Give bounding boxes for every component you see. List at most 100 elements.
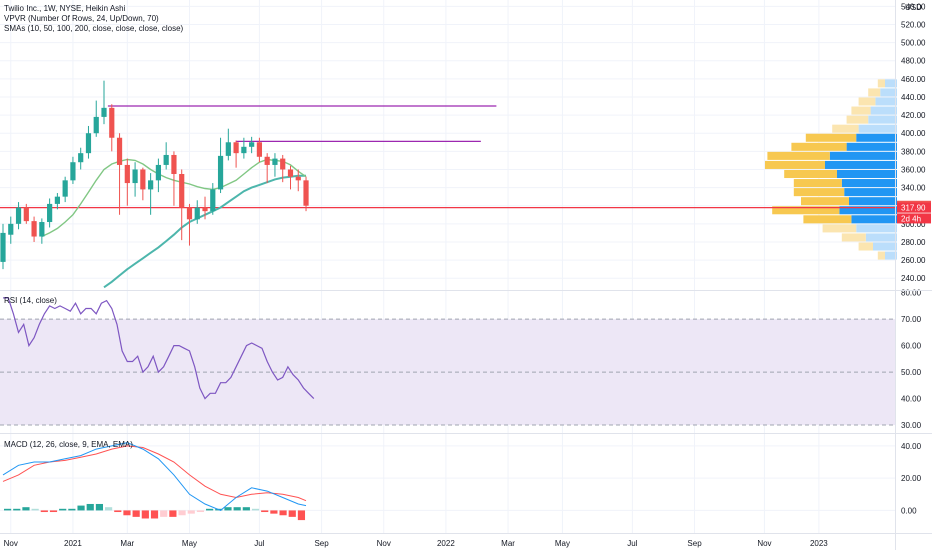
volume-profile-down-bar (868, 115, 897, 124)
candle-body (0, 232, 6, 262)
price-tick-label: 380.00 (901, 147, 926, 156)
volume-profile-down-bar (858, 124, 897, 133)
price-tick-label: 440.00 (901, 93, 926, 102)
macd-histogram-bar (4, 508, 12, 511)
macd-tick-label: 0.00 (901, 506, 917, 515)
price-tick-label: 520.00 (901, 20, 926, 29)
macd-histogram-bar (297, 510, 306, 521)
volume-profile-up-bar (851, 106, 871, 115)
volume-profile-up-bar (858, 242, 873, 251)
macd-signal-line (2, 445, 307, 502)
rsi-line (3, 297, 315, 400)
currency-label: USD (905, 3, 922, 12)
candle-body (31, 221, 37, 237)
volume-profile-up-bar (803, 215, 852, 224)
candle-body (264, 156, 270, 165)
macd-tick-label: 40.00 (901, 442, 922, 451)
candle-body (194, 207, 200, 220)
rsi-tick-label: 60.00 (901, 342, 922, 351)
macd-pane[interactable]: 0.00 20.00 40.00 (0, 433, 922, 533)
price-tick-label: 280.00 (901, 238, 926, 247)
candle-body (15, 207, 22, 224)
candle-body (179, 174, 185, 208)
macd-histogram-bar (196, 510, 205, 513)
volume-profile-up-bar (868, 88, 881, 97)
volume-profile-up-bar (784, 169, 837, 179)
candle-body (295, 176, 301, 181)
volume-profile-up-bar (791, 142, 847, 151)
price-tick-label: 360.00 (901, 165, 926, 174)
time-tick-label: 2023 (810, 539, 828, 548)
sma-title[interactable]: SMAs (10, 50, 100, 200, close, close, cl… (4, 24, 184, 33)
time-tick-label: Sep (687, 539, 702, 548)
candle-body (186, 207, 193, 220)
volume-profile-up-bar (858, 97, 876, 106)
candle-body (287, 169, 294, 177)
candle-body (140, 169, 146, 190)
candle-body (62, 180, 68, 197)
macd-histogram-bar (123, 510, 131, 516)
volume-profile-down-bar (865, 233, 897, 242)
macd-histogram-bar (261, 510, 269, 513)
macd-histogram-bar (178, 510, 186, 516)
macd-histogram-bar (206, 508, 214, 511)
rsi-title[interactable]: RSI (14, close) (4, 296, 57, 305)
volume-profile-down-bar (839, 206, 897, 215)
candle-body (256, 142, 263, 157)
volume-profile-up-bar (772, 206, 840, 215)
candle-body (116, 137, 123, 165)
vpvr-title[interactable]: VPVR (Number Of Rows, 24, Up/Down, 70) (4, 14, 159, 23)
price-tick-label: 300.00 (901, 220, 926, 229)
candle-body (47, 203, 53, 223)
candle-body (217, 155, 224, 190)
time-tick-label: Nov (757, 539, 771, 548)
macd-histogram-bar (22, 507, 30, 511)
macd-histogram-bar (95, 503, 104, 511)
macd-histogram-bar (68, 508, 76, 511)
candle-body (249, 142, 255, 147)
candle-body (70, 162, 76, 181)
volume-profile-up-bar (877, 79, 885, 88)
rsi-tick-label: 80.00 (901, 289, 922, 298)
price-label-text: 317.90 (901, 204, 926, 213)
candle-body (54, 196, 60, 204)
time-tick-label: Mar (120, 539, 134, 548)
volume-profile-up-bar (822, 224, 857, 233)
rsi-pane[interactable]: 30.00 40.00 50.00 60.00 70.00 80.00 (0, 289, 922, 433)
volume-profile-up-bar (805, 133, 857, 142)
volume-profile-up-bar (846, 115, 869, 124)
price-pane[interactable]: 240.00260.00280.00300.00320.00340.00360.… (0, 0, 931, 290)
macd-histogram-bar (251, 508, 260, 511)
time-tick-label: Mar (501, 539, 515, 548)
macd-histogram-bar (86, 503, 94, 511)
macd-histogram-bar (40, 510, 48, 513)
candle-body (155, 164, 161, 181)
candle-body (132, 169, 138, 184)
candle-body (210, 189, 216, 212)
price-tick-label: 260.00 (901, 256, 926, 265)
macd-histogram-bar (242, 507, 250, 511)
candle-body (109, 107, 115, 138)
macd-histogram-bar (114, 510, 122, 513)
macd-tick-label: 20.00 (901, 474, 922, 483)
candle-body (39, 222, 45, 237)
volume-profile-down-bar (825, 160, 897, 169)
time-tick-label: 2021 (64, 539, 82, 548)
macd-title[interactable]: MACD (12, 26, close, 9, EMA, EMA) (4, 440, 133, 449)
price-label-bg (897, 202, 931, 213)
candle-body (280, 158, 286, 170)
candle-body (163, 154, 169, 165)
volume-profile-down-bar (844, 188, 897, 197)
volume-profile-down-bar (885, 79, 897, 88)
volume-profile-down-bar (846, 142, 897, 151)
volume-profile-up-bar (801, 197, 849, 206)
sma-50-line (103, 174, 306, 289)
candle-body (303, 180, 309, 206)
macd-histogram-bar (187, 510, 195, 514)
symbol-title[interactable]: Twilio Inc., 1W, NYSE, Heikin Ashi (4, 4, 126, 13)
candle-body (171, 154, 177, 174)
time-tick-label: May (182, 539, 197, 548)
price-tick-label: 420.00 (901, 111, 926, 120)
